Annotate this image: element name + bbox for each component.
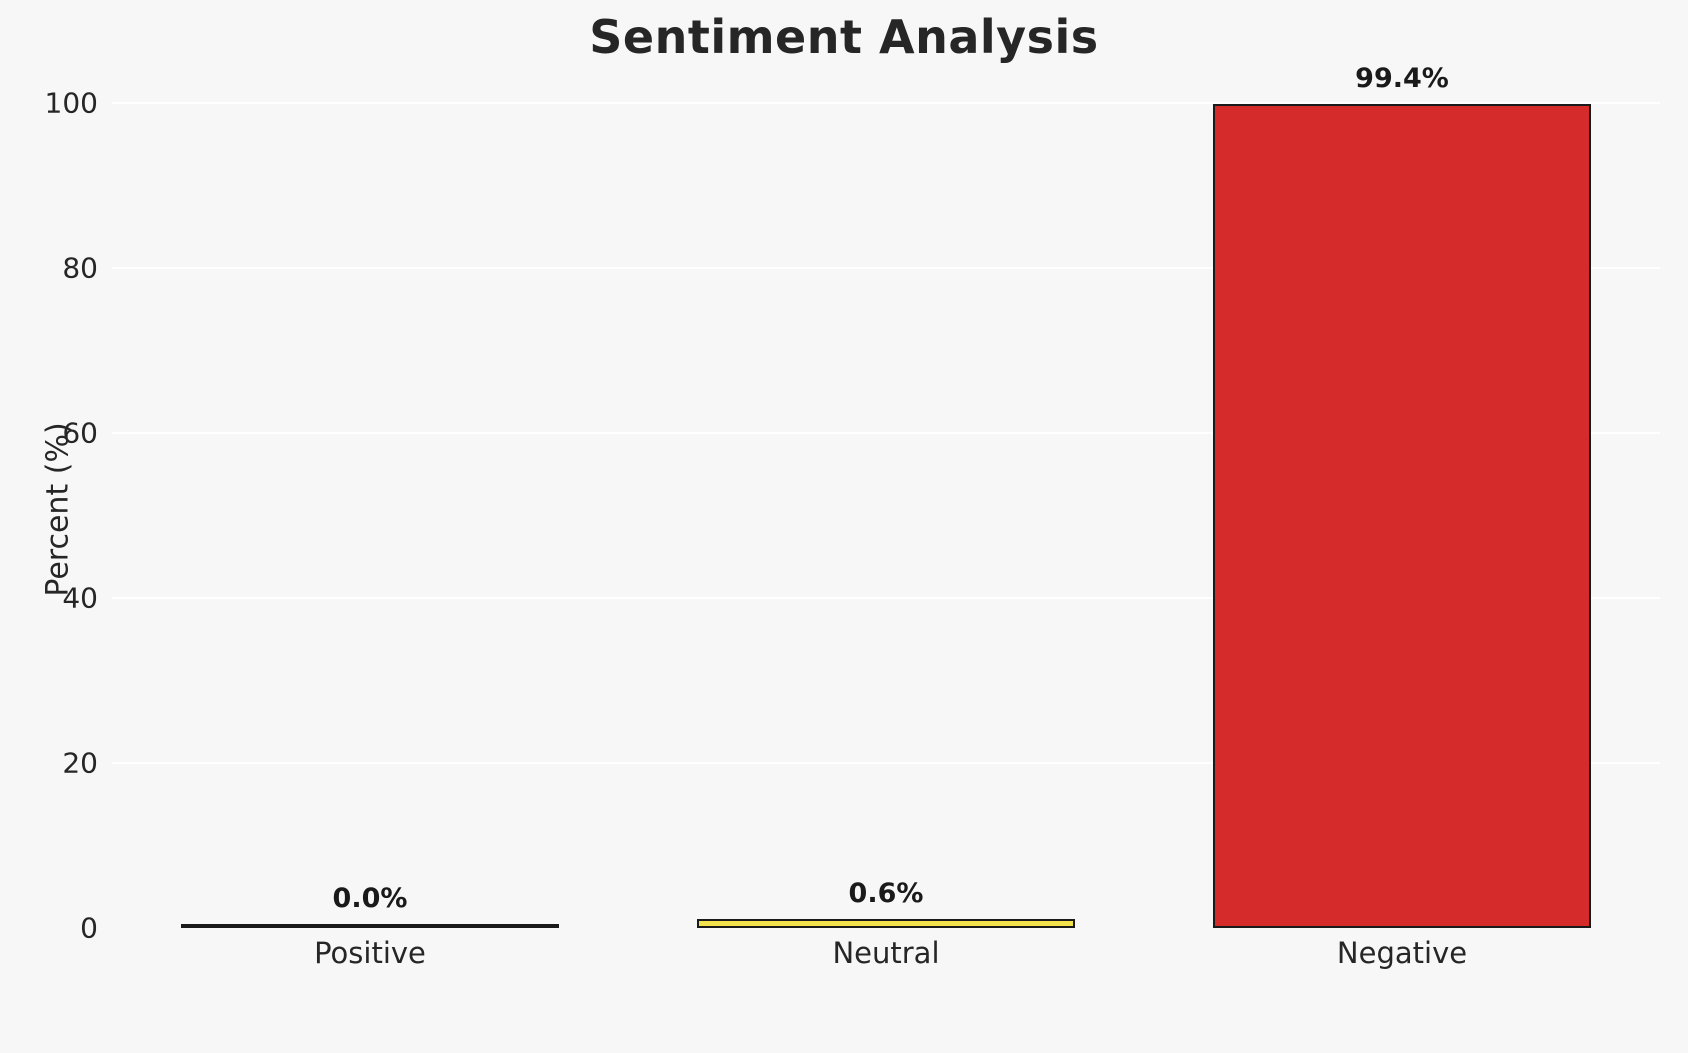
- y-tick-label: 100: [44, 86, 98, 120]
- y-tick-label: 60: [62, 416, 98, 450]
- bar-positive: [180, 924, 560, 928]
- bar-value-label-negative: 99.4%: [1355, 62, 1449, 94]
- bar-value-label-positive: 0.0%: [332, 883, 408, 914]
- bars-row: 0.0% Positive 0.6% Neutral 99.4% Negative: [112, 63, 1660, 970]
- x-tick-label-negative: Negative: [1336, 936, 1468, 970]
- gridline: [112, 762, 1660, 764]
- bar-value-label-neutral: 0.6%: [848, 878, 924, 910]
- x-tick-label-positive: Positive: [314, 936, 426, 970]
- x-tick-label-neutral: Neutral: [832, 936, 940, 970]
- y-tick-label: 20: [62, 746, 98, 780]
- bar-slot-neutral: 0.6% Neutral: [628, 103, 1144, 970]
- chart-title: Sentiment Analysis: [589, 10, 1099, 64]
- bar-neutral: [696, 919, 1076, 928]
- y-tick-label: 0: [80, 911, 98, 945]
- gridline: [112, 432, 1660, 434]
- gridline: [112, 267, 1660, 269]
- bar-negative: [1212, 103, 1592, 928]
- gridline: [112, 597, 1660, 599]
- bar-slot-negative: 99.4% Negative: [1144, 63, 1660, 970]
- bar-slot-positive: 0.0% Positive: [112, 103, 628, 970]
- y-tick-label: 80: [62, 251, 98, 285]
- plot-area: 0 20 40 60 80 100 0.0% Positive 0.6% Neutral 99.4…: [45, 63, 1660, 970]
- gridline: [112, 102, 1660, 104]
- y-tick-label: 40: [62, 581, 98, 615]
